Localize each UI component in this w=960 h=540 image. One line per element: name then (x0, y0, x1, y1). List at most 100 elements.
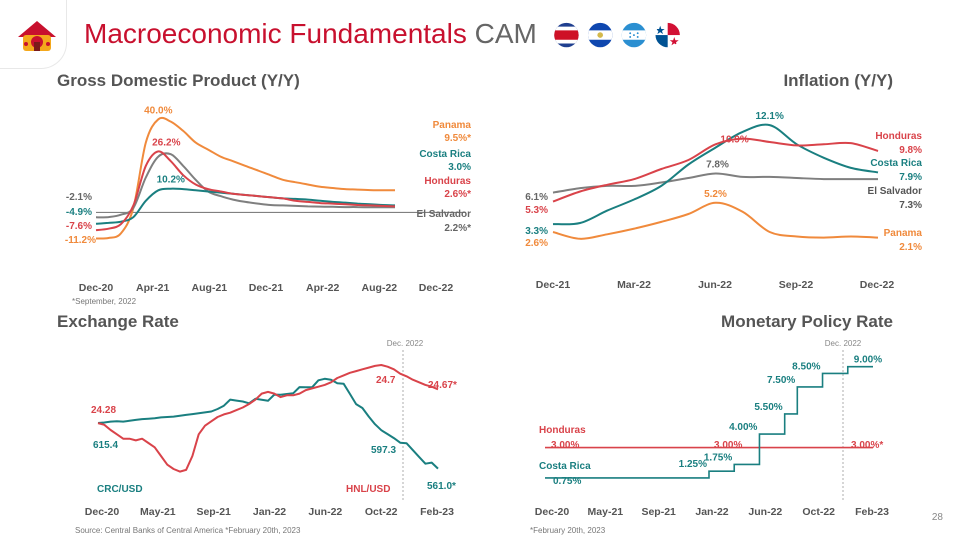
page-title-suffix: CAM (474, 18, 537, 49)
exchange-footnote: Source: Central Banks of Central America… (75, 526, 301, 535)
exchange-axis-label-crc: CRC/USD (97, 484, 143, 495)
inflation-series-line-panama (552, 201, 879, 240)
policy-step-label-5: 7.50% (767, 375, 795, 386)
exchange-end-label-crc: 561.0* (427, 481, 456, 492)
el-salvador-flag-icon (588, 22, 613, 48)
exchange-x-tick-3: Jan-22 (253, 506, 286, 518)
gdp-start-label-el-salvador: -2.1% (66, 192, 92, 203)
exchange-mid-label-crc: 597.3 (371, 445, 396, 456)
exchange-mid-label-hnl: 24.7 (376, 375, 396, 386)
inflation-start-label-honduras: 5.3% (525, 205, 548, 216)
gdp-legend-name-el-salvador: El Salvador (417, 209, 472, 220)
policy-step-label-7: 9.00% (854, 355, 882, 366)
policy-x-tick-1: May-21 (588, 506, 624, 518)
gdp-legend-value-el-salvador: 2.2%* (444, 223, 471, 234)
policy-footnote: *February 20th, 2023 (530, 526, 606, 535)
gdp-x-tick-3: Dec-21 (249, 282, 284, 294)
policy-dec-2022-label: Dec. 2022 (825, 339, 862, 348)
policy-legend-name-costa-rica: Costa Rica (539, 461, 591, 472)
gdp-x-tick-2: Aug-21 (192, 282, 228, 294)
gdp-x-tick-5: Aug-22 (362, 282, 398, 294)
inflation-legend-name-panama: Panama (884, 228, 923, 239)
policy-start-label-honduras: 3.00% (551, 440, 579, 451)
gdp-legend-value-panama: 9.5%* (444, 133, 471, 144)
gdp-start-label-honduras: -7.6% (66, 221, 92, 232)
exchange-x-tick-4: Jun-22 (308, 506, 342, 518)
exchange-x-tick-1: May-21 (140, 506, 176, 518)
gdp-legend-value-costa-rica: 3.0% (448, 162, 471, 173)
policy-x-tick-2: Sep-21 (641, 506, 676, 518)
inflation-x-tick-0: Dec-21 (536, 279, 571, 291)
inflation-x-tick-1: Mar-22 (617, 279, 651, 291)
inflation-legend-name-costa-rica: Costa Rica (870, 158, 922, 169)
policy-step-label-6: 8.50% (792, 361, 820, 372)
inflation-peak-label-costa-rica: 12.1% (755, 111, 783, 122)
inflation-series-line-costa-rica (552, 123, 879, 226)
page-number: 28 (931, 512, 943, 523)
gdp-start-label-costa-rica: -4.9% (66, 207, 92, 218)
exchange-series-line-crc-usd (97, 377, 439, 470)
policy-x-tick-6: Feb-23 (855, 506, 889, 518)
policy-x-tick-4: Jun-22 (748, 506, 782, 518)
policy-x-tick-3: Jan-22 (695, 506, 728, 518)
inflation-start-label-el-salvador: 6.1% (525, 192, 548, 203)
gdp-series-line-el-salvador (95, 152, 395, 219)
inflation-legend-value-panama: 2.1% (899, 242, 922, 253)
exchange-start-label-hnl: 24.28 (91, 405, 116, 416)
costa-rica-flag-icon (554, 22, 579, 48)
policy-legend-name-honduras: Honduras (539, 425, 586, 436)
exchange-start-label-crc: 615.4 (93, 440, 118, 451)
gdp-legend-name-costa-rica: Costa Rica (419, 149, 471, 160)
honduras-flag-icon (621, 22, 647, 48)
gdp-legend-value-honduras: 2.6%* (444, 189, 471, 200)
gdp-x-tick-1: Apr-21 (136, 282, 169, 294)
policy-step-label-1: 1.25% (679, 459, 707, 470)
gdp-peak-label-costa-rica: 10.2% (157, 175, 185, 186)
exchange-series-line-hnl-usd (97, 364, 439, 473)
inflation-legend-value-costa-rica: 7.9% (899, 172, 922, 183)
gdp-footnote: *September, 2022 (72, 297, 137, 306)
inflation-x-tick-2: Jun-22 (698, 279, 732, 291)
house-logo-icon (18, 21, 56, 51)
exchange-x-tick-2: Sep-21 (196, 506, 231, 518)
company-logo (0, 0, 67, 69)
policy-start-label-costa-rica: 0.75% (553, 476, 581, 487)
inflation-start-label-costa-rica: 3.3% (525, 226, 548, 237)
gdp-x-tick-4: Apr-22 (306, 282, 339, 294)
gdp-legend-name-panama: Panama (433, 120, 472, 131)
inflation-legend-value-el-salvador: 7.3% (899, 200, 922, 211)
gdp-x-tick-6: Dec-22 (419, 282, 454, 294)
exchange-axis-label-hnl: HNL/USD (346, 484, 390, 495)
policy-step-label-4: 5.50% (754, 402, 782, 413)
gdp-peak-label-panama: 40.0% (144, 105, 172, 116)
gdp-peak-label-honduras: 26.2% (152, 137, 180, 148)
gdp-chart-title: Gross Domestic Product (Y/Y) (57, 71, 300, 90)
exchange-x-tick-5: Oct-22 (365, 506, 398, 518)
flags-row (554, 22, 680, 48)
exchange-chart-title: Exchange Rate (57, 312, 179, 331)
policy-chart-title: Monetary Policy Rate (721, 312, 893, 331)
inflation-x-tick-3: Sep-22 (779, 279, 814, 291)
inflation-series-line-honduras (552, 137, 879, 203)
gdp-legend-name-honduras: Honduras (424, 176, 471, 187)
exchange-end-label-hnl: 24.67* (428, 380, 457, 391)
inflation-start-label-panama: 2.6% (525, 238, 548, 249)
policy-end-label-honduras: 3.00%* (851, 440, 883, 451)
exchange-dec-2022-label: Dec. 2022 (387, 339, 424, 348)
page-title: Macroeconomic Fundamentals CAM (84, 18, 537, 50)
inflation-peak-label-panama: 5.2% (704, 189, 727, 200)
gdp-x-tick-0: Dec-20 (79, 282, 114, 294)
inflation-series-line-el-salvador (552, 172, 878, 194)
inflation-legend-value-honduras: 9.8% (899, 145, 922, 156)
inflation-legend-name-honduras: Honduras (875, 131, 922, 142)
inflation-peak-label-honduras: 10.9% (720, 135, 748, 146)
policy-step-label-3: 4.00% (729, 422, 757, 433)
gdp-series-line-panama (95, 116, 395, 240)
inflation-legend-name-el-salvador: El Salvador (868, 186, 923, 197)
policy-step-label-2: 1.75% (704, 452, 732, 463)
policy-mid-label-honduras: 3.00% (714, 440, 742, 451)
inflation-peak-label-el-salvador: 7.8% (706, 160, 729, 171)
gdp-series-line-honduras (95, 150, 396, 232)
page-title-main: Macroeconomic Fundamentals (84, 18, 467, 49)
